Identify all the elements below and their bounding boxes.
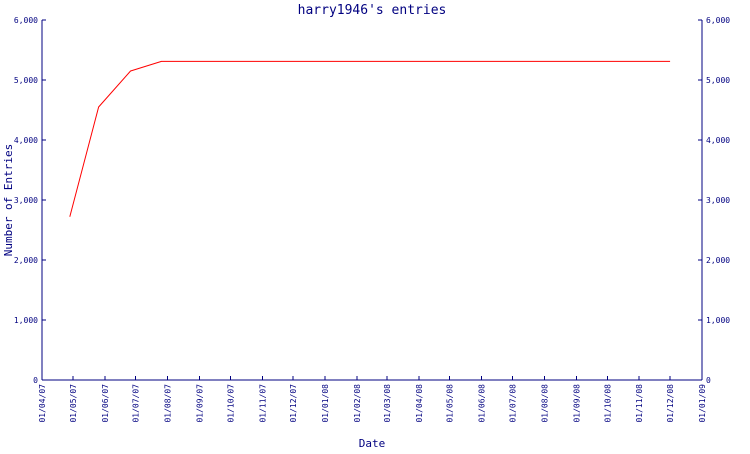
right-y-tick-label: 1,000 <box>706 316 730 325</box>
x-tick-label: 01/08/08 <box>540 384 549 423</box>
x-tick-label: 01/05/08 <box>446 384 455 423</box>
x-tick-label: 01/01/08 <box>321 384 330 423</box>
series-layer <box>70 61 670 216</box>
left-y-tick-label: 2,000 <box>14 256 38 265</box>
x-tick-label: 01/05/07 <box>69 384 78 423</box>
x-tick-label: 01/03/08 <box>383 384 392 423</box>
left-y-tick-label: 1,000 <box>14 316 38 325</box>
left-y-tick-label: 3,000 <box>14 196 38 205</box>
x-axis-label: Date <box>359 437 386 450</box>
x-tick-label: 01/06/07 <box>101 384 110 423</box>
left-y-ticks: 0 1,000 2,000 3,000 4,000 5,000 6,000 <box>14 16 46 385</box>
left-y-tick-label: 0 <box>33 376 38 385</box>
left-y-tick-label: 4,000 <box>14 136 38 145</box>
chart-title: harry1946's entries <box>298 3 447 18</box>
x-tick-label: 01/11/08 <box>635 384 644 423</box>
x-tick-label: 01/12/07 <box>289 384 298 423</box>
axes-layer <box>42 20 702 380</box>
x-tick-label: 01/09/07 <box>196 384 205 423</box>
x-tick-label: 01/11/07 <box>258 384 267 423</box>
x-tick-label: 01/10/07 <box>226 384 235 423</box>
x-tick-label: 01/12/08 <box>666 384 675 423</box>
x-tick-label: 01/10/08 <box>603 384 612 423</box>
x-tick-label: 01/01/09 <box>698 384 707 423</box>
x-tick-label: 01/09/08 <box>572 384 581 423</box>
y-axis-label: Number of Entries <box>2 144 15 257</box>
right-y-ticks: 0 1,000 2,000 3,000 4,000 5,000 6,000 <box>698 16 730 385</box>
x-tick-label: 01/04/08 <box>415 384 424 423</box>
x-tick-label: 01/04/07 <box>38 384 47 423</box>
x-tick-label: 01/07/08 <box>509 384 518 423</box>
right-y-tick-label: 4,000 <box>706 136 730 145</box>
x-tick-label: 01/02/08 <box>353 384 362 423</box>
series-line <box>70 61 670 216</box>
x-ticks: 01/04/07 01/05/07 01/06/07 01/07/07 01/08/07… <box>38 376 707 423</box>
x-tick-label: 01/07/07 <box>132 384 141 423</box>
x-tick-label: 01/06/08 <box>478 384 487 423</box>
left-y-tick-label: 6,000 <box>14 16 38 25</box>
right-y-tick-label: 5,000 <box>706 76 730 85</box>
right-y-tick-label: 3,000 <box>706 196 730 205</box>
x-tick-label: 01/08/07 <box>164 384 173 423</box>
left-y-tick-label: 5,000 <box>14 76 38 85</box>
right-y-tick-label: 0 <box>706 376 711 385</box>
right-y-tick-label: 2,000 <box>706 256 730 265</box>
right-y-tick-label: 6,000 <box>706 16 730 25</box>
